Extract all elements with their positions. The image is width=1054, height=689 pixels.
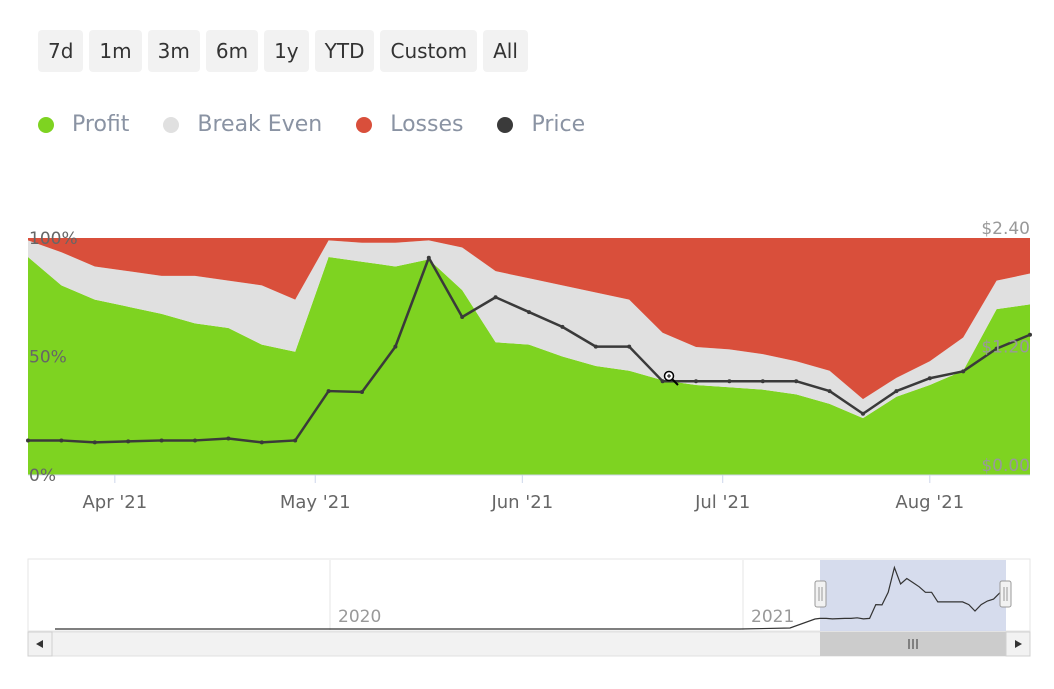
price-point xyxy=(627,344,632,349)
range-1y-button[interactable]: 1y xyxy=(264,30,309,72)
price-point xyxy=(26,438,30,443)
scrollbar-left-button[interactable] xyxy=(27,631,53,657)
price-point xyxy=(660,379,665,384)
price-point xyxy=(527,310,531,315)
range-7d-button[interactable]: 7d xyxy=(38,30,84,72)
legend-label-profit: Profit xyxy=(72,112,130,137)
legend-dot-price xyxy=(497,116,514,133)
legend-item-break-even[interactable]: Break Even xyxy=(163,112,322,137)
range-1m-button[interactable]: 1m xyxy=(89,30,142,72)
price-point xyxy=(393,344,398,349)
price-point xyxy=(593,344,598,349)
area-break-even xyxy=(28,240,1030,419)
legend-label-price: Price xyxy=(531,112,586,137)
navigator-label-2020: 2020 xyxy=(338,607,381,627)
range-3m-button[interactable]: 3m xyxy=(147,30,200,72)
y-left-tick-label: 100% xyxy=(29,229,78,249)
chevron-left-icon xyxy=(36,640,43,648)
legend-dot-profit xyxy=(38,116,54,133)
range-selector: 7d 1m 3m 6m 1y YTD Custom All xyxy=(38,30,528,72)
price-point xyxy=(694,379,698,384)
price-point xyxy=(1028,332,1032,337)
legend-dot-losses xyxy=(356,116,373,133)
price-point xyxy=(226,436,231,441)
legend-label-break-even: Break Even xyxy=(197,112,323,137)
price-line xyxy=(28,256,1031,444)
navigator-frame xyxy=(27,558,1031,632)
price-point xyxy=(126,439,131,444)
legend-item-losses[interactable]: Losses xyxy=(356,112,463,137)
price-point xyxy=(193,438,197,443)
area-profit xyxy=(28,256,1030,475)
price-point xyxy=(994,346,999,351)
chevron-right-icon xyxy=(1015,640,1022,648)
price-point xyxy=(159,438,164,443)
x-tick-label: Aug '21 xyxy=(895,492,964,513)
price-point xyxy=(861,411,865,416)
area-losses xyxy=(28,238,1030,400)
legend-dot-break-even xyxy=(163,116,180,133)
legend-label-losses: Losses xyxy=(390,112,464,137)
price-point xyxy=(59,438,64,443)
price-point xyxy=(493,295,498,300)
price-point xyxy=(460,315,465,319)
chart-legend: Profit Break Even Losses Price xyxy=(38,112,585,137)
x-tick-label: Jul '21 xyxy=(694,492,750,513)
range-ytd-button[interactable]: YTD xyxy=(314,30,375,72)
price-point xyxy=(961,369,966,374)
price-point xyxy=(259,440,264,445)
y-left-tick-label: 0% xyxy=(29,466,56,486)
range-custom-button[interactable]: Custom xyxy=(380,30,478,72)
price-point xyxy=(794,379,799,384)
navigator-series-line xyxy=(55,565,1007,630)
navigator-scrollbar[interactable] xyxy=(27,631,1031,657)
price-point xyxy=(760,379,765,384)
price-point xyxy=(894,389,899,394)
price-point xyxy=(326,389,331,394)
x-tick-label: Apr '21 xyxy=(82,492,147,513)
navigator-label-2021: 2021 xyxy=(751,607,794,627)
zoom-cursor-icon xyxy=(663,370,679,386)
scrollbar-right-button[interactable] xyxy=(1005,631,1031,657)
price-point xyxy=(360,390,364,395)
price-point xyxy=(927,376,932,381)
x-tick-label: May '21 xyxy=(280,492,351,513)
x-tick-label: Jun '21 xyxy=(490,492,553,513)
legend-item-price[interactable]: Price xyxy=(497,112,585,137)
legend-item-profit[interactable]: Profit xyxy=(38,112,129,137)
price-point xyxy=(293,438,298,443)
price-point xyxy=(92,440,97,445)
navigator[interactable]: 2020 2021 xyxy=(27,558,1031,632)
range-6m-button[interactable]: 6m xyxy=(205,30,259,72)
scrollbar-thumb[interactable] xyxy=(820,632,1006,656)
range-all-button[interactable]: All xyxy=(483,30,528,72)
price-point xyxy=(426,255,431,260)
y-right-tick-label: $0.00 xyxy=(981,456,1030,476)
navigator-left-handle[interactable] xyxy=(814,580,827,608)
navigator-right-handle[interactable] xyxy=(999,580,1012,608)
y-left-tick-label: 50% xyxy=(29,348,67,368)
y-right-tick-label: $1.20 xyxy=(981,338,1030,358)
price-point xyxy=(827,389,832,394)
navigator-selected-range[interactable] xyxy=(820,560,1006,631)
price-point xyxy=(727,379,732,384)
price-point xyxy=(560,324,565,329)
scrollbar-track[interactable] xyxy=(27,631,1031,657)
y-right-tick-label: $2.40 xyxy=(981,219,1030,239)
